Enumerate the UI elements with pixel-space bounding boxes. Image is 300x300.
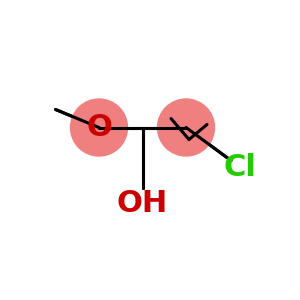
Circle shape <box>70 99 128 156</box>
Text: Cl: Cl <box>224 154 256 182</box>
Text: O: O <box>86 113 112 142</box>
Text: OH: OH <box>117 190 168 218</box>
Circle shape <box>158 99 214 156</box>
